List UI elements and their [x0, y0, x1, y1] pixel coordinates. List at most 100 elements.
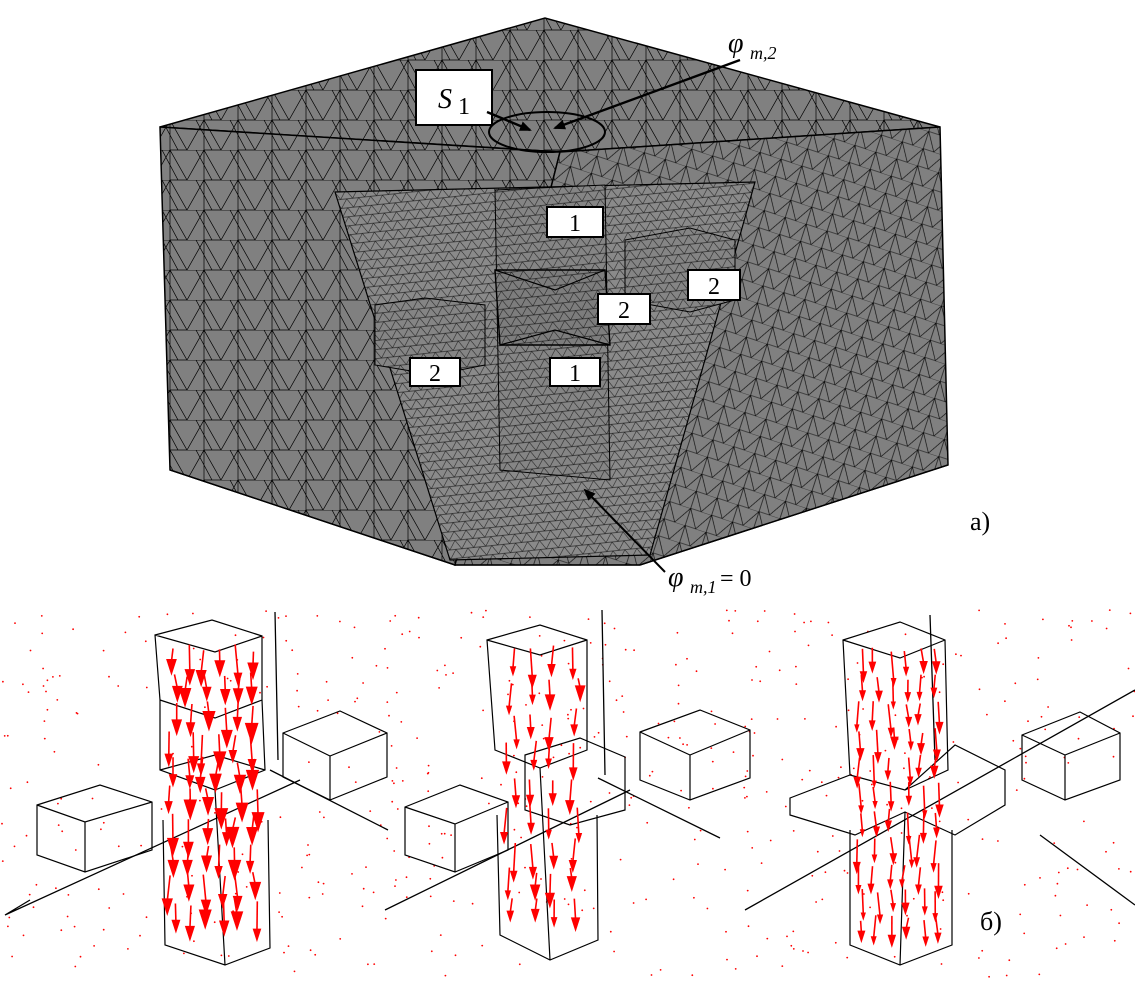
- field-dot: [297, 705, 300, 708]
- label-phi-m1: φ m,1 = 0: [668, 562, 752, 597]
- field-dot: [552, 756, 555, 759]
- field-arrow-head: [251, 812, 265, 833]
- field-dot: [952, 741, 955, 743]
- field-dot: [42, 667, 44, 670]
- field-arrow-head: [166, 837, 179, 857]
- field-dot: [444, 664, 446, 667]
- subpanel-2-left-cube: [404, 784, 509, 873]
- field-dot: [1132, 715, 1134, 718]
- field-dot: [1127, 667, 1130, 670]
- field-dot: [1012, 739, 1015, 742]
- box-left-2-text: 2: [429, 361, 441, 387]
- field-arrow-shaft: [934, 812, 938, 830]
- box-bottom-1-text: 1: [569, 361, 581, 387]
- field-dot: [507, 693, 509, 696]
- field-arrow-shaft: [224, 707, 228, 733]
- field-arrow-shaft: [918, 674, 922, 694]
- s1-text: S: [438, 84, 452, 115]
- field-dot: [1113, 939, 1116, 942]
- field-dot: [587, 618, 590, 620]
- field-dot: [325, 680, 328, 683]
- field-dot: [1015, 789, 1018, 791]
- field-dot: [938, 820, 941, 823]
- field-arrow-shaft: [218, 734, 221, 755]
- field-dot: [285, 615, 287, 617]
- field-arrow-shaft: [508, 683, 513, 708]
- field-arrow-shaft: [887, 757, 890, 773]
- field-dot: [369, 810, 372, 812]
- field-dot: [542, 737, 545, 740]
- field-arrow-head: [565, 800, 575, 816]
- field-dot: [1083, 820, 1085, 823]
- field-dot: [259, 691, 261, 694]
- field-dot: [220, 954, 223, 957]
- field-dot: [615, 699, 618, 702]
- field-dot: [293, 970, 296, 973]
- field-arrow-head: [889, 853, 898, 866]
- field-arrow-shaft: [860, 813, 864, 831]
- field-arrow-head: [530, 759, 538, 771]
- subpanel-1-left-cube: [36, 784, 153, 873]
- field-dot: [567, 713, 569, 716]
- field-dot: [428, 825, 430, 828]
- field-arrow-shaft: [547, 743, 551, 761]
- field-arrow-head: [917, 743, 925, 756]
- field-arrow-shaft: [855, 839, 859, 864]
- field-dot: [657, 722, 660, 725]
- field-arrow-head: [505, 705, 513, 716]
- field-dot: [1068, 624, 1070, 627]
- field-dot: [525, 805, 528, 808]
- field-dot: [677, 702, 680, 705]
- field-arrow-head: [855, 885, 862, 895]
- field-arrow-head: [884, 820, 892, 832]
- field-arrow-head: [245, 769, 260, 791]
- field-dot: [893, 955, 896, 958]
- field-dot: [1083, 936, 1085, 938]
- s1-subscript: 1: [458, 94, 470, 120]
- field-dot: [22, 934, 25, 937]
- field-dot: [285, 639, 288, 642]
- field-dot: [1055, 947, 1058, 950]
- field-arrow-shaft: [923, 920, 927, 939]
- field-dot: [1070, 626, 1072, 629]
- field-dot: [396, 808, 399, 810]
- field-dot: [1036, 678, 1039, 681]
- field-dot: [348, 766, 350, 769]
- s1-contour: [488, 111, 606, 153]
- field-dot: [1112, 841, 1115, 844]
- field-arrow-head: [932, 749, 941, 762]
- field-dot: [541, 776, 544, 778]
- field-dot: [1023, 777, 1026, 780]
- field-dot: [1070, 639, 1073, 641]
- field-dot: [734, 610, 737, 612]
- field-arrow-shaft: [917, 754, 922, 770]
- field-arrow-shaft: [528, 779, 531, 797]
- field-arrow-shaft: [166, 875, 171, 901]
- field-dot: [852, 767, 855, 770]
- field-dot: [8, 916, 11, 919]
- field-dot: [1110, 908, 1113, 911]
- field-dot: [622, 711, 625, 713]
- field-arrow-head: [547, 664, 556, 678]
- field-dot: [675, 663, 677, 666]
- field-arrow-head: [905, 716, 913, 728]
- field-arrow-head: [934, 932, 942, 944]
- field-arrow-head: [901, 926, 911, 940]
- field-arrow-shaft: [217, 844, 221, 868]
- field-dot: [1, 860, 4, 862]
- field-dot: [1023, 883, 1026, 886]
- field-arrow-head: [549, 855, 559, 870]
- field-arrow-head: [184, 925, 195, 942]
- field-arrow-head: [513, 739, 520, 750]
- field-dot: [393, 850, 396, 852]
- field-dot: [776, 718, 779, 720]
- field-dot: [351, 656, 354, 659]
- field-arrow-shaft: [529, 714, 532, 729]
- field-dot: [191, 874, 193, 877]
- field-dot: [511, 683, 514, 686]
- field-dot: [296, 689, 298, 692]
- field-arrow-head: [887, 879, 894, 890]
- field-dot: [13, 845, 16, 848]
- field-arrow-shaft: [530, 681, 534, 697]
- field-dot: [46, 708, 49, 711]
